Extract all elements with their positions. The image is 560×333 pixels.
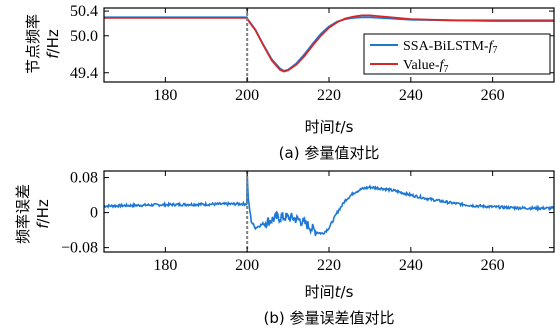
panel-a-y-ticks: 49.4 50.0 50.4 xyxy=(70,3,554,82)
panel-a-caption: (a) 参量值对比 xyxy=(279,144,380,162)
panel-a-legend: SSA-BiLSTM-f7 Value-f7 xyxy=(363,33,551,75)
panel-b-axes-frame xyxy=(103,170,555,253)
panel-a-x-ticks: 180 200 220 240 260 xyxy=(153,8,505,104)
x-tick-label: 240 xyxy=(399,257,423,274)
x-tick-label: 180 xyxy=(153,257,177,274)
panel-a: 180 200 220 240 260 49.4 50.0 50.4 SSA-BiLSTM-… xyxy=(24,3,555,162)
panel-a-ylabel: 节点频率 xyxy=(24,14,42,74)
x-tick-label: 180 xyxy=(153,87,177,104)
y-tick-label: 49.4 xyxy=(70,65,98,82)
panel-b-ylabel: 频率误差 xyxy=(14,184,32,244)
x-tick-label: 200 xyxy=(235,87,259,104)
x-tick-label: 240 xyxy=(399,87,423,104)
legend-label-ssa-bilstm: SSA-BiLSTM-f7 xyxy=(403,39,497,56)
series-line-1 xyxy=(103,175,555,237)
panel-b-y-ticks: −0.08 0 0.08 xyxy=(61,170,554,257)
panel-a-ylabel-unit: f/Hz xyxy=(44,29,62,59)
panel-b-plot-lines xyxy=(103,175,555,237)
panel-a-xlabel: 时间t/s xyxy=(305,118,354,136)
panel-b-caption: (b) 参量误差值对比 xyxy=(264,309,395,327)
panel-b: 180 200 220 240 260 −0.08 0 0.08 频率误差 f/Hz 时间t… xyxy=(14,170,555,327)
y-tick-label: 50.0 xyxy=(70,28,98,45)
panel-b-x-ticks: 180 200 220 240 260 xyxy=(153,171,505,274)
x-tick-label: 260 xyxy=(481,87,505,104)
x-tick-label: 220 xyxy=(317,257,341,274)
legend-label-value: Value-f7 xyxy=(403,58,448,75)
y-tick-label: 50.4 xyxy=(70,3,98,20)
panel-a-plot-lines xyxy=(104,14,554,73)
x-tick-label: 200 xyxy=(235,257,259,274)
panel-b-ylabel-unit: f/Hz xyxy=(34,199,52,229)
x-tick-label: 220 xyxy=(317,87,341,104)
y-tick-label: 0.08 xyxy=(70,170,98,187)
series-line-2 xyxy=(104,14,554,73)
y-tick-label: 0 xyxy=(90,205,98,222)
x-tick-label: 260 xyxy=(481,257,505,274)
panel-b-xlabel: 时间t/s xyxy=(305,283,354,301)
y-tick-label: −0.08 xyxy=(61,240,98,257)
